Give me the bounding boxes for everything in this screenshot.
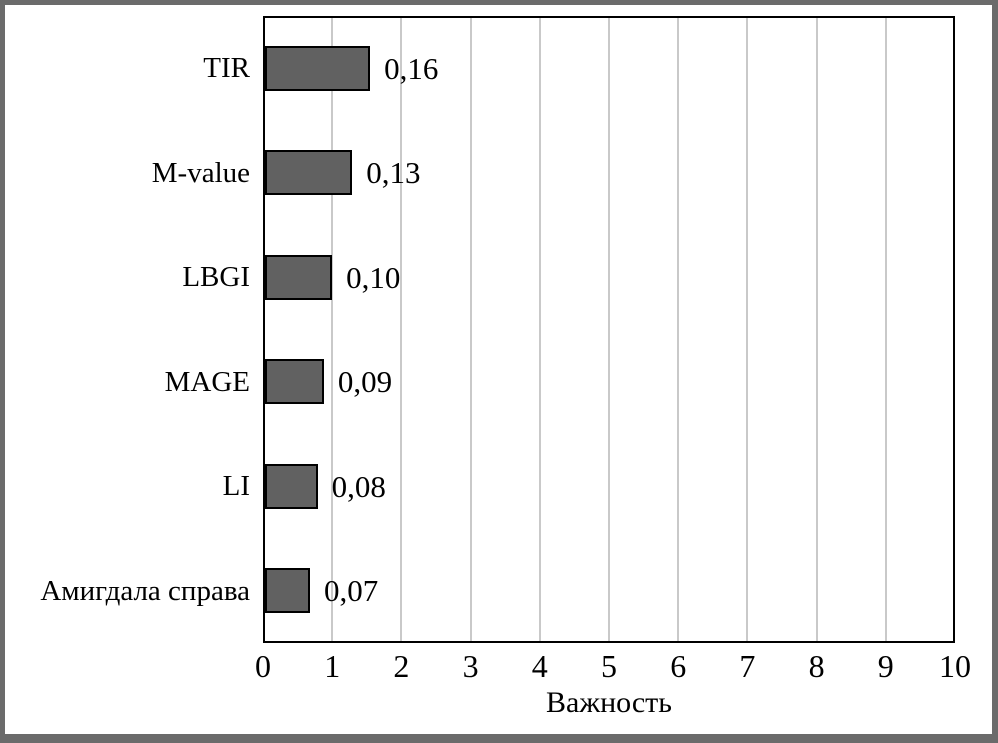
bar <box>265 45 371 91</box>
category-label: TIR <box>203 52 250 85</box>
gridline <box>608 18 610 641</box>
x-tick-label: 0 <box>255 648 271 684</box>
bar-value-label: 0,16 <box>384 50 439 86</box>
bar <box>265 463 318 509</box>
gridline <box>469 18 472 641</box>
category-label: LI <box>222 470 250 503</box>
bar-value-label: 0,13 <box>366 155 421 191</box>
x-axis-title: Важность <box>546 686 672 719</box>
x-tick-label: 10 <box>939 648 971 684</box>
bar <box>265 254 333 300</box>
bar-value-label: 0,08 <box>331 468 386 504</box>
gridline <box>400 18 403 641</box>
gridline <box>677 18 680 641</box>
x-tick-label: 8 <box>808 648 825 684</box>
x-tick-label: 2 <box>393 648 410 684</box>
figure-frame-left <box>0 0 5 743</box>
bar-value-label: 0,10 <box>346 259 401 295</box>
gridline <box>746 18 749 641</box>
gridline <box>815 18 818 641</box>
figure-frame-right <box>992 0 998 743</box>
bar <box>265 359 324 405</box>
gridline <box>331 18 334 641</box>
x-tick-label: 7 <box>739 648 756 684</box>
bar <box>265 568 310 614</box>
figure-frame-top <box>0 0 998 5</box>
category-label: MAGE <box>164 365 250 398</box>
bar-value-label: 0,07 <box>323 573 379 609</box>
category-label: Амигдала справа <box>40 574 250 607</box>
x-tick-label: 9 <box>877 648 894 684</box>
x-tick-label: 5 <box>601 648 617 684</box>
gridline <box>538 18 541 641</box>
figure-frame-bottom <box>0 734 998 743</box>
plot-area: 0,16 0,13 0,10 0,09 0,08 0,07 <box>263 16 955 643</box>
x-tick-label: 1 <box>324 648 341 684</box>
x-tick-label: 6 <box>670 648 687 684</box>
category-label: M-value <box>151 156 250 189</box>
bar-value-label: 0,09 <box>337 364 393 400</box>
x-tick-label: 4 <box>531 648 548 684</box>
category-label: LBGI <box>182 261 250 294</box>
x-tick-label: 3 <box>462 648 479 684</box>
gridline <box>884 18 887 641</box>
bar <box>265 150 353 196</box>
